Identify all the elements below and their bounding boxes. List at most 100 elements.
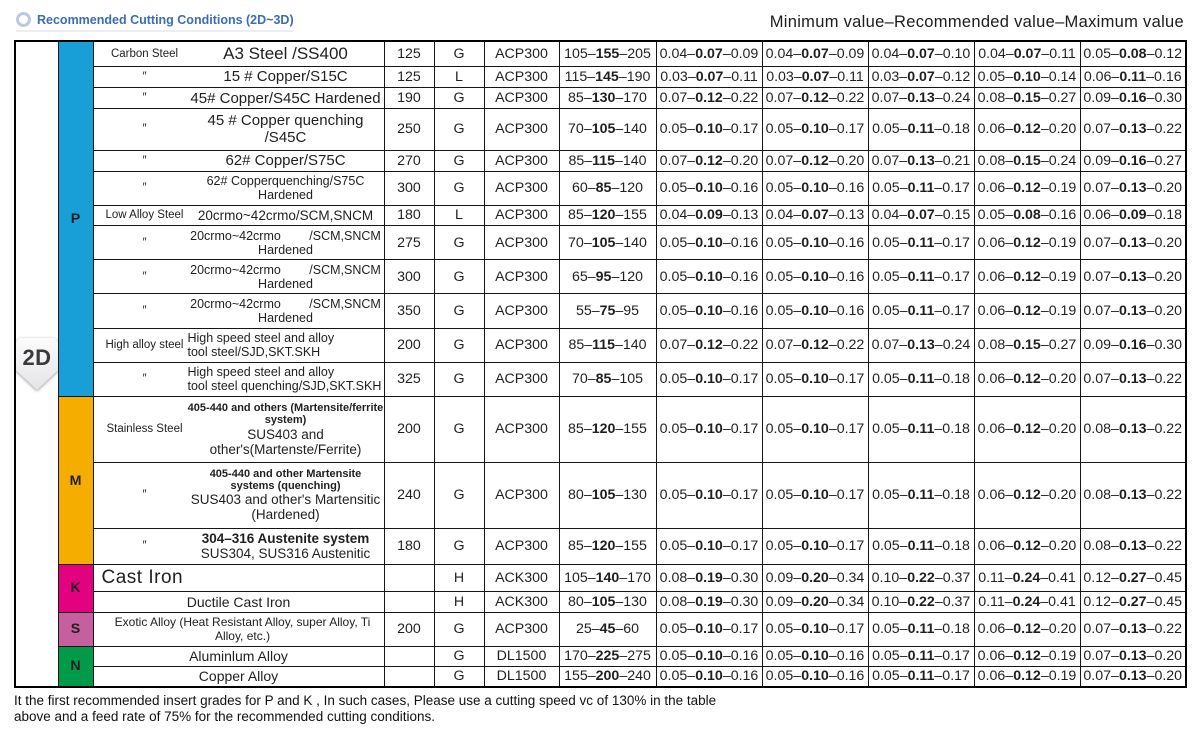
condition-cell: G bbox=[433, 461, 485, 529]
feed-cell: 0.05–0.11–0.18 bbox=[867, 527, 975, 566]
material-name: A3 Steel /SS400 bbox=[223, 43, 348, 63]
condition-cell: G bbox=[433, 108, 485, 151]
condition-cell: G bbox=[433, 665, 485, 688]
feed-cell: 0.05–0.10–0.17 bbox=[655, 461, 763, 529]
material-category: ″ bbox=[142, 304, 147, 317]
condition-cell: G bbox=[433, 149, 485, 172]
grade-cell: ACP300 bbox=[483, 327, 560, 363]
table-row: ″ 15 # Copper/S15C 125 L ACP300 115–145–… bbox=[15, 65, 1187, 89]
material-cell: ″ 405-440 and other Martensite systems (… bbox=[92, 461, 385, 529]
grade-cell: ACP300 bbox=[483, 461, 560, 529]
feed-cell: 0.05–0.11–0.18 bbox=[867, 611, 975, 647]
hardness-cell bbox=[383, 564, 435, 593]
grade-cell: DL1500 bbox=[483, 665, 560, 688]
condition-cell: L bbox=[433, 204, 485, 226]
material-name: Cast Iron bbox=[101, 567, 184, 589]
feed-cell: 0.12–0.27–0.45 bbox=[1079, 591, 1187, 613]
table-row: ″ 45# Copper/S45C Hardened 190 G ACP300 … bbox=[15, 87, 1187, 110]
condition-cell: G bbox=[433, 645, 485, 667]
feed-cell: 0.04–0.07–0.09 bbox=[655, 40, 763, 67]
feed-cell: 0.05–0.10–0.16 bbox=[761, 645, 869, 667]
feed-cell: 0.05–0.11–0.18 bbox=[867, 395, 975, 463]
feed-cell: 0.07–0.13–0.22 bbox=[1079, 611, 1187, 647]
legend-text: Minimum value–Recommended value–Maximum … bbox=[769, 13, 1184, 31]
table-row: ″ 20crmo~42crmo /SCM,SNCM Hardened 275 G… bbox=[15, 224, 1187, 261]
grade-cell: ACP300 bbox=[483, 259, 560, 295]
grade-cell: ACP300 bbox=[483, 40, 560, 67]
material-name: 15 # Copper/S15C bbox=[223, 68, 348, 86]
condition-cell: G bbox=[433, 259, 485, 295]
material-category: ″ bbox=[142, 373, 147, 386]
material-name: Exotic Alloy (Heat Resistant Alloy, supe… bbox=[114, 615, 371, 644]
condition-cell: G bbox=[433, 527, 485, 566]
hardness-cell: 125 bbox=[383, 40, 435, 67]
feed-cell: 0.08–0.19–0.30 bbox=[655, 564, 763, 593]
table-row: M Stainless Steel 405-440 and others (Ma… bbox=[15, 395, 1187, 566]
material-name: 45# Copper/S45C Hardened bbox=[190, 89, 381, 107]
feed-cell: 0.06–0.11–0.16 bbox=[1079, 65, 1187, 89]
material-cell: ″ 62# Copper/S75C bbox=[92, 149, 385, 172]
material-category: ″ bbox=[142, 182, 147, 195]
material-cell: Carbon Steel A3 Steel /SS400 bbox=[92, 40, 385, 67]
feed-cell: 0.05–0.10–0.16 bbox=[761, 259, 869, 295]
table-row: ″ 304–316 Austenite system SUS304, SUS31… bbox=[15, 527, 1187, 566]
hardness-cell: 325 bbox=[383, 361, 435, 397]
material-name: 20crmo~42crmo /SCM,SNCM Hardened bbox=[190, 296, 384, 325]
feed-cell: 0.08–0.19–0.30 bbox=[655, 591, 763, 613]
cutting-speed-cell: 155–200–240 bbox=[558, 665, 657, 688]
grade-cell: ACP300 bbox=[483, 149, 560, 172]
grade-cell: ACP300 bbox=[483, 108, 560, 151]
dimension-label: 2D bbox=[22, 345, 52, 370]
feed-cell: 0.05–0.11–0.18 bbox=[867, 108, 975, 151]
condition-cell: G bbox=[433, 87, 485, 110]
hardness-cell bbox=[383, 591, 435, 613]
feed-cell: 0.05–0.10–0.17 bbox=[761, 611, 869, 647]
feed-cell: 0.05–0.10–0.16 bbox=[655, 645, 763, 667]
feed-cell: 0.03–0.07–0.11 bbox=[655, 65, 763, 89]
grade-cell: ACP300 bbox=[483, 224, 560, 261]
table-row: 2D P Carbon Steel A3 Steel /SS400 125 G … bbox=[14, 40, 1187, 688]
group-cell-s: S bbox=[57, 611, 94, 647]
grade-cell: ACP300 bbox=[483, 87, 560, 110]
material-cell: ″ 20crmo~42crmo /SCM,SNCM Hardened bbox=[92, 224, 385, 261]
feed-cell: 0.05–0.10–0.16 bbox=[655, 293, 763, 329]
feed-cell: 0.11–0.24–0.41 bbox=[973, 591, 1081, 613]
feed-cell: 0.05–0.11–0.18 bbox=[867, 461, 975, 529]
feed-cell: 0.04–0.07–0.15 bbox=[867, 204, 975, 226]
cutting-speed-cell: 85–120–155 bbox=[558, 204, 657, 226]
feed-cell: 0.03–0.07–0.11 bbox=[761, 65, 869, 89]
cutting-speed-cell: 60–85–120 bbox=[558, 170, 657, 206]
material-cell: ″ 304–316 Austenite system SUS304, SUS31… bbox=[92, 527, 385, 566]
feed-cell: 0.09–0.16–0.30 bbox=[1079, 327, 1187, 363]
feed-cell: 0.05–0.10–0.14 bbox=[973, 65, 1081, 89]
feed-cell: 0.07–0.12–0.20 bbox=[655, 149, 763, 172]
dimension-badge: 2D bbox=[16, 338, 57, 390]
cutting-speed-cell: 85–120–155 bbox=[558, 395, 657, 463]
feed-cell: 0.07–0.12–0.22 bbox=[655, 87, 763, 110]
hardness-cell: 190 bbox=[383, 87, 435, 110]
cutting-speed-cell: 55–75–95 bbox=[558, 293, 657, 329]
feed-cell: 0.12–0.27–0.45 bbox=[1079, 564, 1187, 593]
material-cell: High alloy steel High speed steel and al… bbox=[92, 327, 385, 363]
feed-cell: 0.07–0.13–0.24 bbox=[867, 87, 975, 110]
feed-cell: 0.08–0.13–0.22 bbox=[1079, 395, 1187, 463]
feed-cell: 0.05–0.10–0.17 bbox=[761, 461, 869, 529]
feed-cell: 0.08–0.13–0.22 bbox=[1079, 527, 1187, 566]
material-category: ″ bbox=[142, 92, 147, 105]
condition-cell: L bbox=[433, 65, 485, 89]
feed-cell: 0.05–0.11–0.17 bbox=[867, 170, 975, 206]
feed-cell: 0.05–0.10–0.16 bbox=[655, 224, 763, 261]
feed-cell: 0.07–0.13–0.20 bbox=[1079, 645, 1187, 667]
feed-cell: 0.06–0.12–0.20 bbox=[973, 461, 1081, 529]
feed-cell: 0.06–0.12–0.19 bbox=[973, 293, 1081, 329]
hardness-cell bbox=[383, 645, 435, 667]
grade-cell: ACP300 bbox=[483, 293, 560, 329]
feed-cell: 0.05–0.11–0.17 bbox=[867, 259, 975, 295]
table-row: S Exotic Alloy (Heat Resistant Alloy, su… bbox=[15, 611, 1187, 647]
feed-cell: 0.09–0.20–0.34 bbox=[761, 564, 869, 593]
target-circle-icon bbox=[16, 12, 31, 27]
feed-cell: 0.05–0.10–0.16 bbox=[761, 170, 869, 206]
group-cell-n: N bbox=[57, 645, 94, 688]
feed-cell: 0.07–0.13–0.20 bbox=[1079, 293, 1187, 329]
